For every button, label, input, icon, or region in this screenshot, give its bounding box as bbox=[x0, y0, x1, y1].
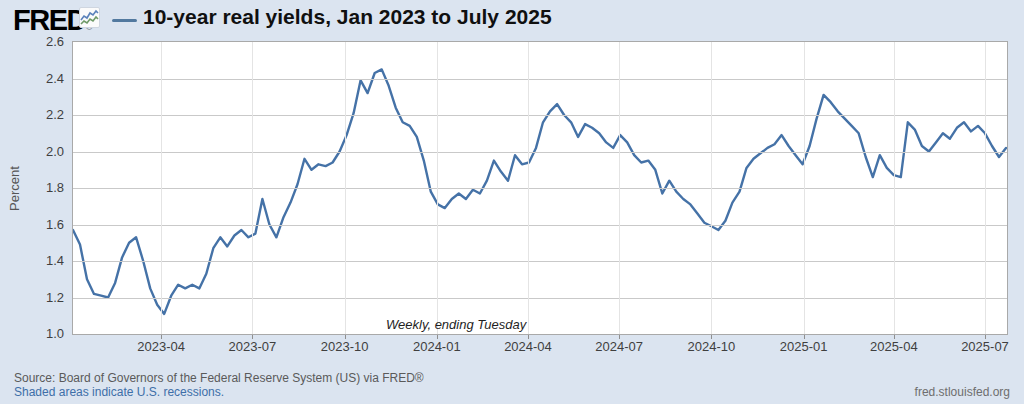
fred-sparkline-icon bbox=[79, 7, 100, 28]
gridline-vertical bbox=[252, 42, 253, 334]
fred-chart-page: FRED® 10-year real yields, Jan 2023 to J… bbox=[0, 0, 1024, 404]
gridline-horizontal bbox=[73, 298, 1007, 299]
y-tick-label: 1.4 bbox=[0, 253, 64, 268]
y-tick-label: 2.6 bbox=[0, 34, 64, 49]
x-tick-label: 2023-07 bbox=[217, 339, 287, 354]
x-tick-label: 2025-04 bbox=[859, 339, 929, 354]
gridline-horizontal bbox=[73, 152, 1007, 153]
x-tick-label: 2023-10 bbox=[310, 339, 380, 354]
y-tick-label: 1.0 bbox=[0, 326, 64, 341]
gridline-horizontal bbox=[73, 261, 1007, 262]
y-tick-label: 1.6 bbox=[0, 217, 64, 232]
gridline-vertical bbox=[711, 42, 712, 334]
y-tick-label: 2.0 bbox=[0, 144, 64, 159]
chart-title: 10-year real yields, Jan 2023 to July 20… bbox=[143, 5, 552, 29]
gridline-vertical bbox=[894, 42, 895, 334]
frequency-annotation: Weekly, ending Tuesday bbox=[386, 317, 526, 332]
y-tick-label: 1.8 bbox=[0, 180, 64, 195]
source-attribution: Source: Board of Governors of the Federa… bbox=[14, 371, 424, 385]
y-tick-label: 2.2 bbox=[0, 107, 64, 122]
x-tick-label: 2025-01 bbox=[769, 339, 839, 354]
x-tick-label: 2024-01 bbox=[402, 339, 472, 354]
gridline-horizontal bbox=[73, 79, 1007, 80]
x-tick-label: 2024-07 bbox=[584, 339, 654, 354]
y-tick-label: 1.2 bbox=[0, 290, 64, 305]
gridline-vertical bbox=[528, 42, 529, 334]
gridline-vertical bbox=[804, 42, 805, 334]
x-tick-label: 2024-04 bbox=[493, 339, 563, 354]
x-tick-label: 2025-07 bbox=[950, 339, 1020, 354]
legend-line-swatch bbox=[112, 19, 137, 22]
gridline-vertical bbox=[985, 42, 986, 334]
fred-logo-text: FRED bbox=[13, 4, 86, 36]
plot-area bbox=[72, 41, 1008, 335]
x-tick-label: 2024-10 bbox=[676, 339, 746, 354]
gridline-vertical bbox=[619, 42, 620, 334]
data-series-line bbox=[73, 69, 1006, 314]
gridline-vertical bbox=[345, 42, 346, 334]
gridline-horizontal bbox=[73, 115, 1007, 116]
fred-url-watermark[interactable]: fred.stlouisfed.org bbox=[915, 385, 1010, 399]
gridline-vertical bbox=[161, 42, 162, 334]
gridline-vertical bbox=[437, 42, 438, 334]
y-tick-label: 2.4 bbox=[0, 71, 64, 86]
gridline-horizontal bbox=[73, 225, 1007, 226]
recession-note-link[interactable]: Shaded areas indicate U.S. recessions. bbox=[14, 385, 224, 399]
gridline-horizontal bbox=[73, 188, 1007, 189]
x-tick-label: 2023-04 bbox=[126, 339, 196, 354]
